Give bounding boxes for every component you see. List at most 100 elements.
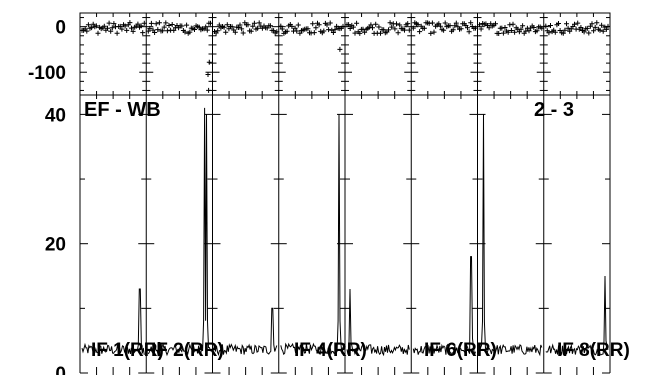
phase-point [192,27,197,32]
phase-point [101,23,107,29]
phase-point [327,20,333,26]
phase-point [437,23,443,29]
phase-point [373,21,379,27]
phase-point [581,29,587,35]
phase-point [122,23,128,29]
if-label-3: IF 4(RR) [294,340,367,361]
phase-point [592,24,598,30]
phase-point [229,24,235,30]
amplitude-line-if-5 [346,288,410,357]
phase-point [305,26,311,32]
phase-point [106,20,112,26]
phase-point [589,21,595,27]
phase-point [84,28,90,34]
phase-point [502,25,508,30]
phase-point [520,23,526,29]
phase-point [321,28,327,34]
phase-point [114,30,120,36]
amplitude-line-if-3 [214,307,278,357]
phase-point [140,30,146,36]
phase-point [240,30,246,36]
amplitude-ytick-label: 0 [55,364,66,375]
baseline-label: EF - WB [84,99,161,121]
phase-point [505,29,511,35]
phase-point [546,30,552,36]
phase-point [337,46,343,52]
amplitude-line-if-8 [545,275,609,357]
stokes-label: 2 - 3 [534,99,574,121]
phase-point [108,28,114,34]
phase-point [95,30,101,36]
phase-point [224,22,230,28]
phase-point [311,30,317,36]
phase-point [251,20,257,26]
if-label-4: IF 6(RR) [424,340,497,361]
phase-point [562,27,568,33]
phase-point [187,29,193,35]
panel-frames [79,12,611,373]
phase-ytick-label: -100 [28,63,66,84]
phase-data-layer [79,20,611,93]
phase-point [518,26,524,32]
phase-point [452,23,458,29]
phase-point [313,25,319,31]
phase-point [442,20,448,26]
phase-point [428,30,434,36]
amplitude-data-layer [81,107,609,357]
phase-point [556,21,561,26]
phase-point [578,25,584,30]
phase-point [169,22,175,27]
phase-point [138,23,144,29]
amplitude-line-if-7 [479,114,543,357]
phase-point [166,23,172,28]
phase-point [378,30,383,36]
if-label-5: IF 8(RR) [557,340,630,361]
phase-point [205,72,211,77]
amplitude-line-if-4 [280,114,344,356]
phase-point [389,24,395,30]
phase-point [397,22,403,28]
phase-point [603,26,609,32]
phase-point [223,29,229,35]
phase-point [496,31,502,36]
phase-point [565,25,571,31]
phase-point [161,24,167,30]
phase-point [450,27,456,33]
phase-point [499,25,505,31]
phase-point [370,25,375,31]
phase-point [245,22,251,28]
phase-point [466,29,472,35]
phase-point [267,23,273,29]
amplitude-ytick-label: 40 [45,105,66,126]
phase-point [368,22,374,28]
phase-point [105,25,110,31]
phase-point [387,20,393,26]
phase-point [394,21,399,27]
phase-point [600,28,606,34]
phase-point [289,23,295,29]
phase-point [453,20,459,26]
phase-point [117,23,123,29]
phase-point [429,20,435,26]
phase-point [560,30,566,36]
phase-point [119,26,125,32]
phase-point [594,20,600,26]
phase-point [586,30,592,36]
phase-point [179,23,185,29]
phase-point [330,30,336,35]
phase-point [572,21,577,27]
phase-point [441,27,447,33]
phase-point [486,25,492,31]
phase-point [591,28,597,34]
amplitude-line-if-6 [412,256,476,355]
phase-point [510,21,516,27]
phase-point [478,26,484,32]
phase-point [310,21,316,27]
phase-point [152,30,158,35]
phase-point [332,27,338,33]
phase-point [564,21,569,27]
amplitude-line-if-1 [81,288,145,355]
phase-point [357,30,363,36]
phase-point [392,26,398,32]
